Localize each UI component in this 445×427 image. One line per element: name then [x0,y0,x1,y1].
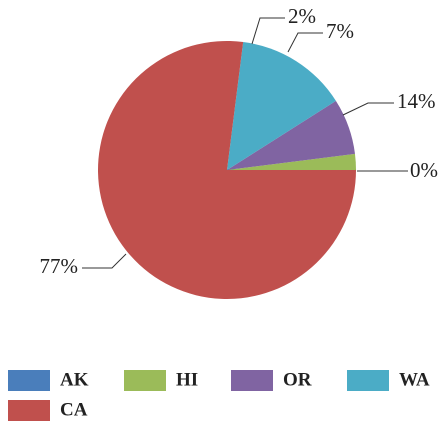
legend-swatch [347,370,389,391]
pie-slice [97,41,356,299]
leader-line [251,17,285,45]
legend-swatch [8,400,50,421]
pie-slice [227,42,336,170]
leader-line [342,102,394,116]
data-label: 0% [410,158,438,182]
data-label: 2% [288,4,316,28]
data-label: 14% [397,89,436,113]
pie-slice [227,153,356,170]
leader-line [287,32,323,53]
leader-line [82,253,127,269]
data-label: 77% [40,254,79,278]
legend-label: CA [60,399,88,420]
legend-swatch [8,370,50,391]
pie-slice [227,100,355,170]
legend-label: WA [399,369,430,390]
legend-swatch [231,370,273,391]
legend-label: OR [283,369,312,390]
legend-swatch [124,370,166,391]
legend-label: HI [176,369,198,390]
data-label: 7% [326,19,354,43]
legend-label: AK [60,369,89,390]
